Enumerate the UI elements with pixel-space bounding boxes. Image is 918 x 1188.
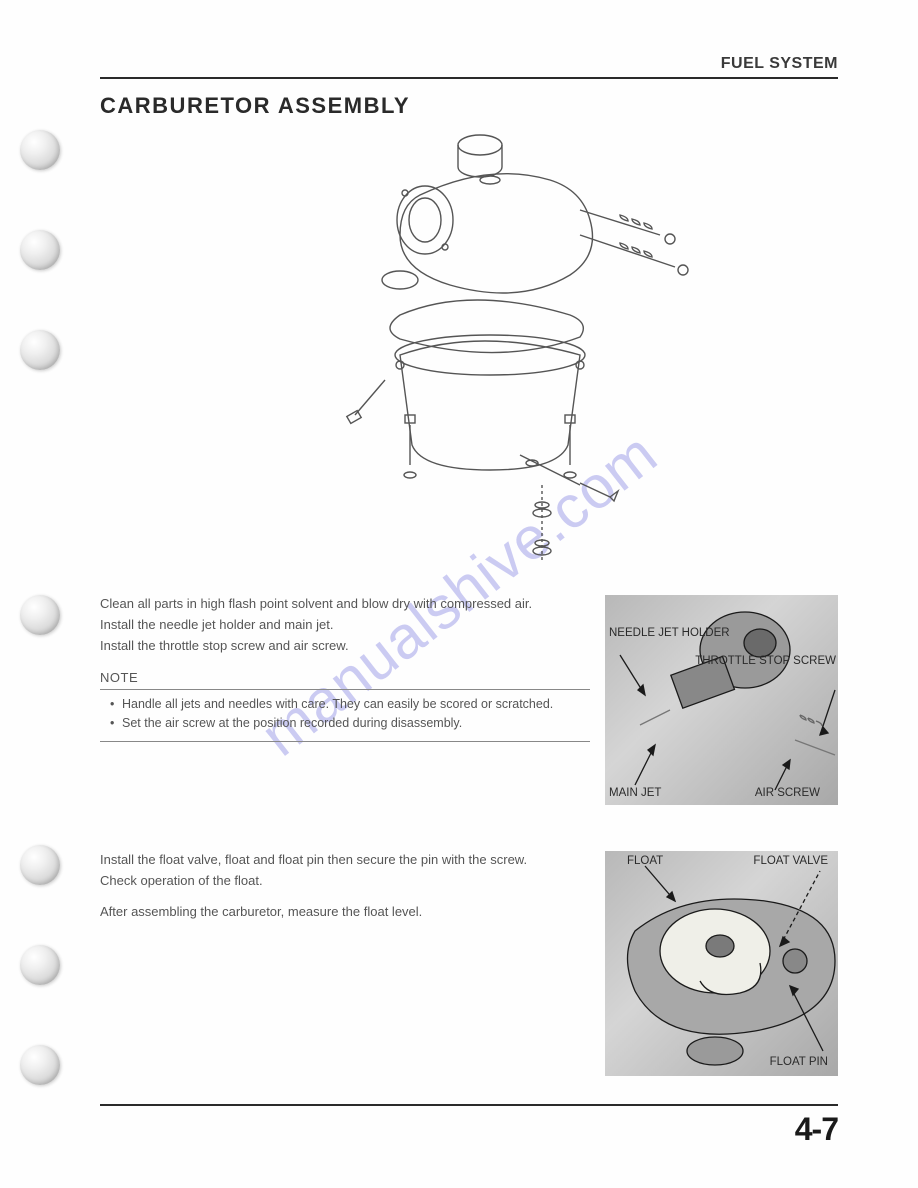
row-2: Install the float valve, float and float… bbox=[100, 851, 838, 1076]
callout-throttle-stop-screw: THROTTLE STOP SCREW bbox=[695, 655, 836, 667]
callout-needle-jet-holder: NEEDLE JET HOLDER bbox=[609, 627, 730, 639]
instruction-line: Install the throttle stop screw and air … bbox=[100, 637, 590, 656]
instruction-line: Clean all parts in high flash point solv… bbox=[100, 595, 590, 614]
instruction-line: Install the needle jet holder and main j… bbox=[100, 616, 590, 635]
note-box: Handle all jets and needles with care. T… bbox=[100, 689, 590, 742]
binder-hole bbox=[20, 1045, 60, 1085]
note-item: Set the air screw at the position record… bbox=[110, 715, 590, 733]
binder-hole bbox=[20, 330, 60, 370]
binder-hole bbox=[20, 845, 60, 885]
exploded-diagram bbox=[100, 125, 838, 585]
binder-hole bbox=[20, 130, 60, 170]
page-number: 4-7 bbox=[795, 1111, 838, 1148]
binder-hole bbox=[20, 945, 60, 985]
binder-hole bbox=[20, 230, 60, 270]
note-label: NOTE bbox=[100, 670, 590, 685]
binder-holes bbox=[20, 0, 70, 1188]
callout-main-jet: MAIN JET bbox=[609, 787, 661, 799]
photo-needle-jet: NEEDLE JET HOLDER THROTTLE STOP SCREW MA… bbox=[605, 595, 838, 805]
binder-hole bbox=[20, 595, 60, 635]
instruction-line: After assembling the carburetor, measure… bbox=[100, 903, 590, 922]
photo2-overlay bbox=[605, 851, 838, 1076]
chapter-header: FUEL SYSTEM bbox=[100, 55, 838, 79]
instruction-line: Check operation of the float. bbox=[100, 872, 590, 891]
instruction-block-2: Install the float valve, float and float… bbox=[100, 851, 590, 922]
instruction-block-1: Clean all parts in high flash point solv… bbox=[100, 595, 590, 656]
row-1: Clean all parts in high flash point solv… bbox=[100, 595, 838, 823]
instruction-line: Install the float valve, float and float… bbox=[100, 851, 590, 870]
bottom-rule bbox=[100, 1104, 838, 1106]
photo-float: FLOAT FLOAT VALVE FLOAT PIN bbox=[605, 851, 838, 1076]
page-content: FUEL SYSTEM CARBURETOR ASSEMBLY bbox=[100, 55, 838, 1148]
callout-float: FLOAT bbox=[627, 855, 663, 867]
note-item: Handle all jets and needles with care. T… bbox=[110, 696, 590, 714]
callout-float-pin: FLOAT PIN bbox=[770, 1056, 828, 1068]
callout-air-screw: AIR SCREW bbox=[755, 787, 820, 799]
callout-float-valve: FLOAT VALVE bbox=[753, 855, 828, 867]
carburetor-exploded-svg bbox=[280, 105, 740, 575]
